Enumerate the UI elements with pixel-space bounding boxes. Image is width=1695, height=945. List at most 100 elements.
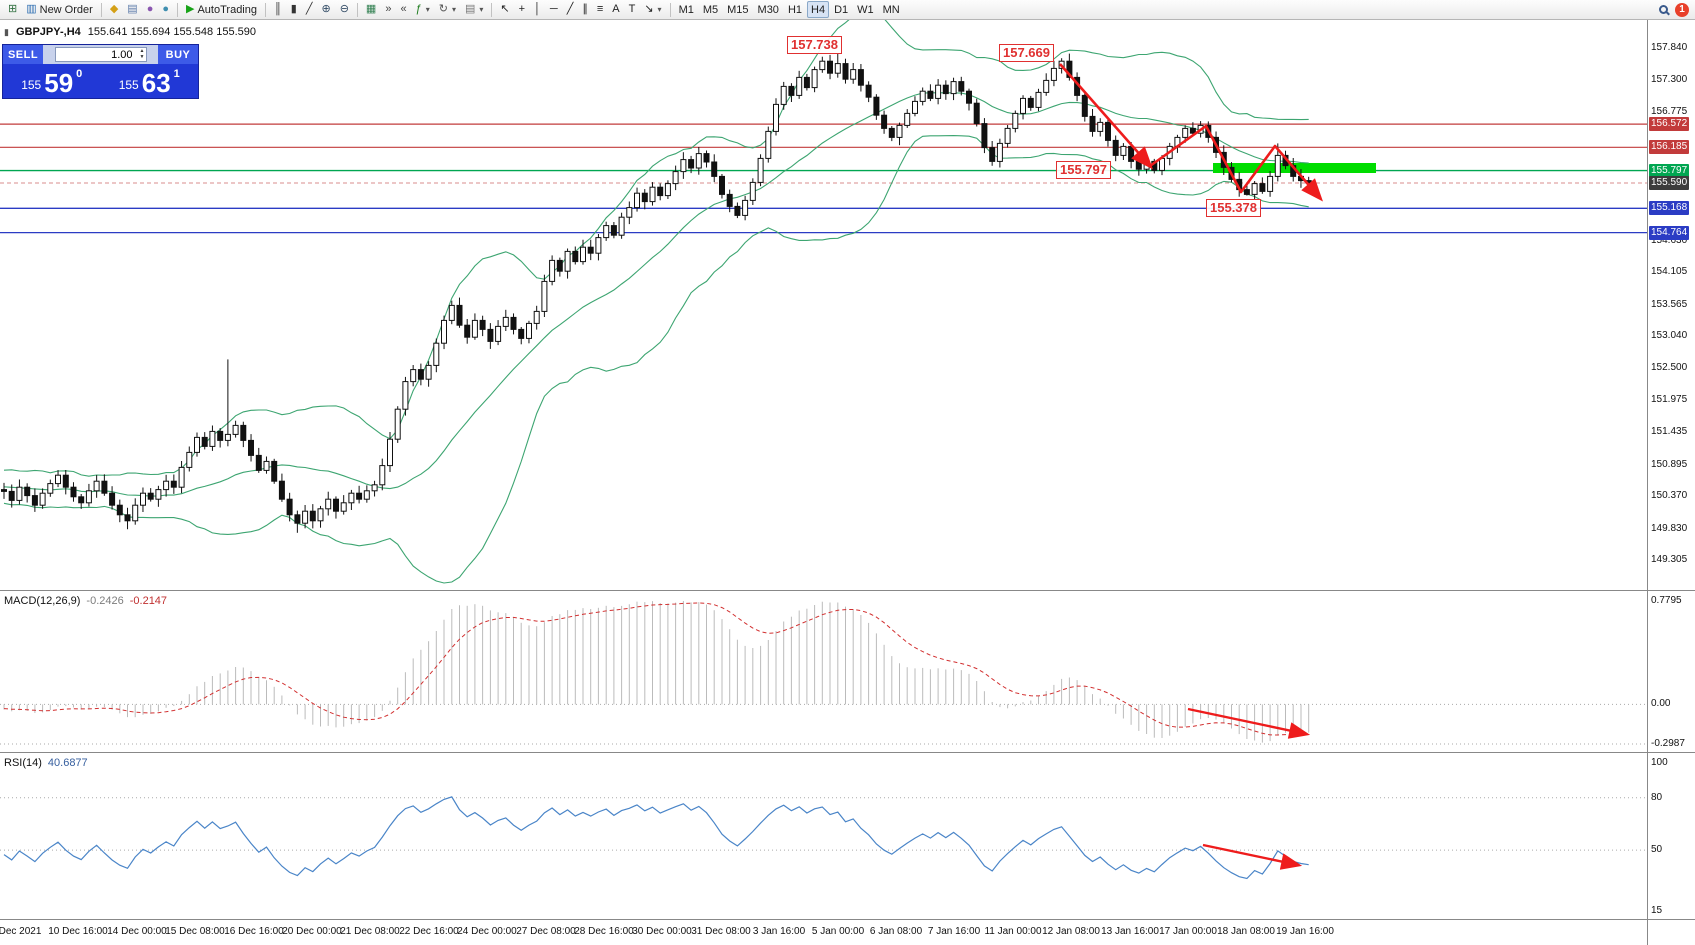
time-axis-label: 3 Jan 16:00 [752,926,806,937]
price-scale-label: 153.040 [1651,330,1688,341]
timeframe-m5[interactable]: M5 [699,1,722,18]
auto-scroll-button[interactable]: » [381,1,395,18]
vertical-line-icon: │ [534,3,541,15]
timeframe-m30[interactable]: M30 [754,1,783,18]
candlestick-chart-button[interactable]: ▮ [287,1,301,18]
toolbar: ⊞ ▥ New Order ◆ ▤ ● ● ▶ AutoTrading ║ ▮ ╱ ⊕ ⊖ ▦» «ƒ ▾ ↻ ▾ ▤… [0,0,1695,20]
search-icon[interactable] [1659,5,1668,14]
crosshair-icon: + [518,3,526,15]
main-chart-canvas[interactable] [0,20,1647,590]
dropdown-arrow-icon: ▾ [479,5,484,14]
autotrading-button[interactable]: ▶ AutoTrading [182,1,261,18]
chart-shift-button[interactable]: « [396,1,410,18]
tile-windows-icon: ▦ [365,3,377,15]
time-axis-label: 24 Dec 00:00 [457,926,517,937]
toolbar-separator [177,2,178,17]
time-axis-label: 18 Jan 08:00 [1217,926,1275,937]
timeframe-m5-label: M5 [702,3,719,16]
toolbar-separator [669,2,671,17]
sell-button[interactable]: 155 59 0 [3,64,101,98]
rsi-canvas[interactable] [0,753,1647,919]
new-chart-button[interactable]: ⊞ [4,1,21,18]
price-scale-box: 155.590 [1649,176,1690,190]
toolbar-right: 1 [1659,2,1691,17]
cursor-icon: ↖ [500,3,510,15]
horizontal-line-button[interactable]: ─ [546,1,562,18]
periods-button[interactable]: ↻ ▾ [435,1,460,18]
time-axis-row: Dec 2021 10 Dec 16:00 14 Dec 00:00 15 Dec 0… [0,919,1695,945]
text-button[interactable]: A [608,1,623,18]
price-annotation[interactable]: 157.738 [787,36,842,54]
price-annotation[interactable]: 155.378 [1206,199,1261,217]
sell-tab[interactable]: SELL [3,45,43,64]
time-axis-label: 12 Jan 08:00 [1042,926,1100,937]
macd-scale-label: 0.00 [1651,698,1671,709]
price-scale-label: 153.565 [1651,299,1688,310]
time-axis-label: 30 Dec 00:00 [632,926,692,937]
text-icon: A [612,3,620,15]
bar-chart-button[interactable]: ║ [270,1,286,18]
templates-button[interactable]: ▤ ▾ [461,1,487,18]
vertical-line-button[interactable]: │ [530,1,545,18]
price-scale-label: 154.105 [1651,266,1688,277]
rsi-name: RSI(14) [4,757,42,769]
price-scale-label: 149.305 [1651,554,1688,565]
spinner-down-icon[interactable]: ▼ [139,54,145,60]
cursor-button[interactable]: ↖ [496,1,513,18]
price-scale-label: 157.840 [1651,42,1688,53]
timeframe-w1-label: W1 [857,3,874,16]
timeframe-mn-label: MN [882,3,900,16]
expert-advisors-button[interactable]: ◆ [106,1,122,18]
timeframe-h4[interactable]: H4 [807,1,830,18]
toolbar-separator [356,2,358,17]
rsi-label: RSI(14) 40.6877 [4,757,88,769]
new-order-button[interactable]: ▥ New Order [22,1,97,18]
timeframe-h1-label: H1 [787,3,802,16]
volume-spinner[interactable]: ▲ ▼ [140,48,145,60]
price-annotation[interactable]: 155.797 [1056,161,1111,179]
spinner-up-icon[interactable]: ▲ [139,48,145,54]
data-window-button[interactable]: ● [143,1,158,18]
macd-scale[interactable]: 0.7795 0.00 -0.2987 [1647,591,1695,752]
buy-tab[interactable]: BUY [158,45,198,64]
timeframe-m15[interactable]: M15 [723,1,752,18]
fibonacci-button[interactable]: ≡ [593,1,607,18]
macd-scale-label: -0.2987 [1651,738,1685,749]
dropdown-arrow-icon: ▾ [425,5,430,14]
time-axis-label: 17 Jan 00:00 [1159,926,1217,937]
timeframe-mn[interactable]: MN [879,1,904,18]
arrows-button[interactable]: ↘ ▾ [640,1,665,18]
timeframe-w1[interactable]: W1 [853,1,878,18]
price-scale-label: 154.630 [1651,235,1688,246]
indicators-button[interactable]: ƒ ▾ [412,1,434,18]
sell-price-pips: 59 [44,68,74,98]
line-chart-button[interactable]: ╱ [302,1,317,18]
timeframe-d1[interactable]: D1 [830,1,852,18]
line-chart-icon: ╱ [305,3,313,15]
time-axis-label: 11 Jan 00:00 [984,926,1042,937]
rsi-value: 40.6877 [47,757,88,769]
zoom-in-button[interactable]: ⊕ [317,1,334,18]
crosshair-button[interactable]: + [515,1,529,18]
zoom-out-button[interactable]: ⊖ [336,1,353,18]
label-button[interactable]: T [625,1,640,18]
notification-badge[interactable]: 1 [1675,2,1689,17]
print-button[interactable]: ▤ [123,1,141,18]
trendline-button[interactable]: ╱ [563,1,578,18]
timeframe-m1[interactable]: M1 [675,1,698,18]
price-scale-box: 155.797 [1649,164,1690,178]
volume-input[interactable]: 1.00 ▲ ▼ [54,47,147,62]
buy-button[interactable]: 155 63 1 [101,64,199,98]
time-axis[interactable]: Dec 2021 10 Dec 16:00 14 Dec 00:00 15 Dec 0… [0,920,1647,945]
price-scale[interactable]: 157.840 157.300 156.775 154.630 154.105 153.5… [1647,20,1695,590]
price-annotation[interactable]: 157.669 [999,44,1054,62]
strategy-tester-button[interactable]: ● [158,1,173,18]
time-axis-label: 5 Jan 00:00 [811,926,865,937]
tile-windows-button[interactable]: ▦ [362,1,380,18]
rsi-scale[interactable]: 100 80 50 15 [1647,753,1695,919]
buy-price-pips: 63 [141,68,171,98]
channel-button[interactable]: ∥ [578,1,592,18]
macd-canvas[interactable] [0,591,1647,752]
timeframe-h1[interactable]: H1 [784,1,806,18]
expert-advisors-icon: ◆ [109,3,119,15]
